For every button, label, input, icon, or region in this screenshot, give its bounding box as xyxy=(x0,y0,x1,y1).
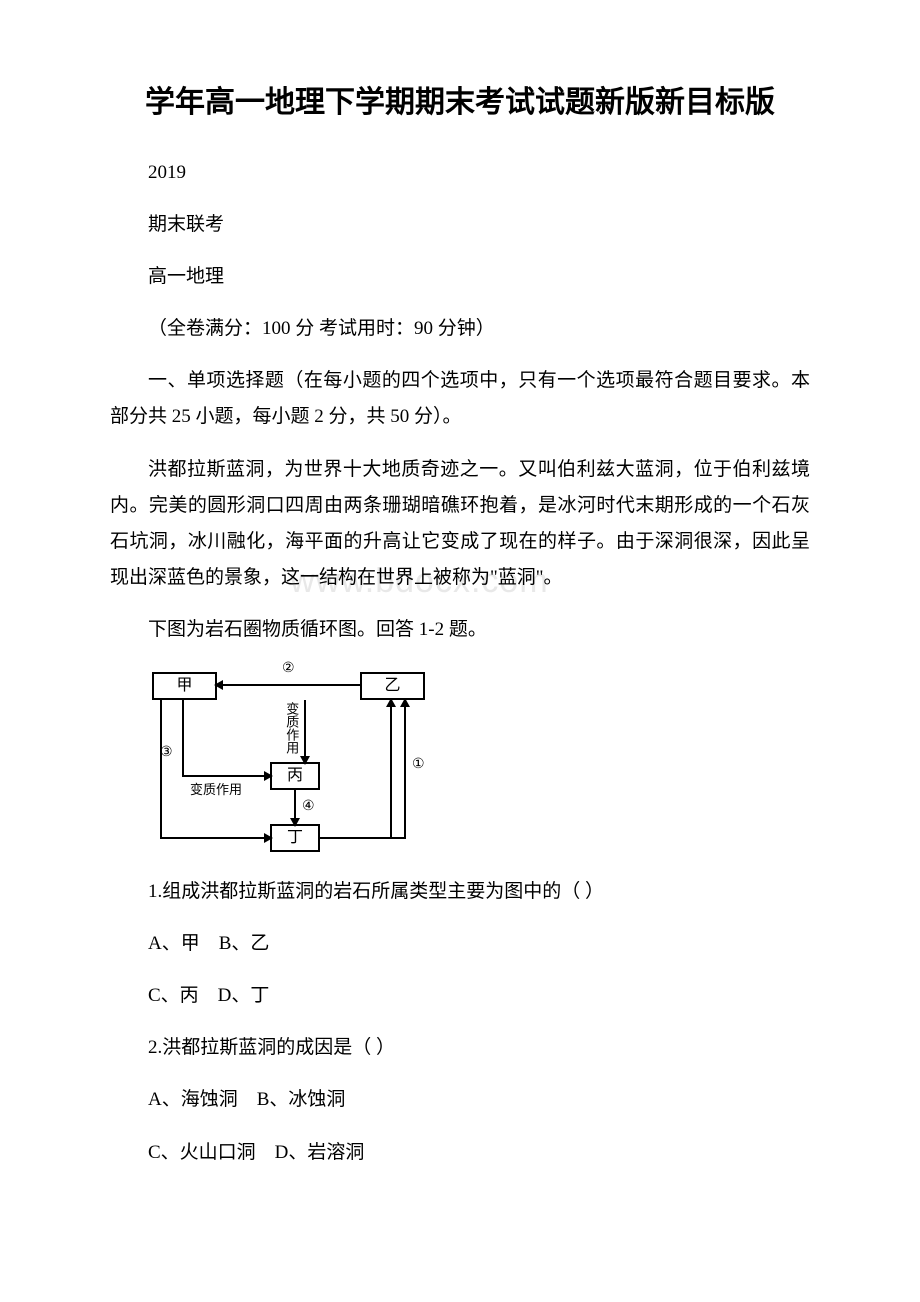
rock-cycle-diagram: 甲 乙 丙 丁 ② 变质作用 变质作用 ③ xyxy=(142,664,810,854)
edge-right-inner xyxy=(390,700,392,838)
subtitle-2: 高一地理 xyxy=(110,259,810,295)
edge-jia-down xyxy=(182,700,184,775)
section-heading: 一、单项选择题（在每小题的四个选项中，只有一个选项最符合题目要求。本部分共 25… xyxy=(110,363,810,435)
q2-options-1: A、海蚀洞 B、冰蚀洞 xyxy=(110,1082,810,1118)
node-yi: 乙 xyxy=(360,672,425,700)
arrow-jia-bing xyxy=(264,771,273,781)
arrow-2 xyxy=(214,680,223,690)
edge-right-outer xyxy=(404,700,406,838)
arrow-yi-bing xyxy=(300,756,310,765)
year-line: 2019 xyxy=(110,155,810,191)
arrow-left-ding xyxy=(264,833,273,843)
arrow-bing-ding xyxy=(290,818,300,827)
edge-yi-bing xyxy=(304,700,306,762)
node-bing: 丙 xyxy=(270,762,320,790)
label-2: ② xyxy=(282,660,295,677)
edge-2 xyxy=(217,684,360,686)
label-4: ④ xyxy=(302,798,315,815)
q1-stem: 1.组成洪都拉斯蓝洞的岩石所属类型主要为图中的（ ） xyxy=(110,874,810,910)
edge-jia-bing-h xyxy=(182,775,270,777)
label-yi-bing: 变质作用 xyxy=(284,702,298,754)
node-jia: 甲 xyxy=(152,672,217,700)
passage-2: 下图为岩石圈物质循环图。回答 1-2 题。 xyxy=(110,612,810,648)
q2-stem: 2.洪都拉斯蓝洞的成因是（ ） xyxy=(110,1030,810,1066)
label-1: ① xyxy=(412,756,425,773)
node-ding: 丁 xyxy=(270,824,320,852)
arrow-right-inner xyxy=(386,698,396,707)
label-jia-bing: 变质作用 xyxy=(190,779,242,798)
passage-1: 洪都拉斯蓝洞，为世界十大地质奇迹之一。又叫伯利兹大蓝洞，位于伯利兹境内。完美的圆… xyxy=(110,452,810,596)
arrow-right-outer xyxy=(400,698,410,707)
q1-options-2: C、丙 D、丁 xyxy=(110,978,810,1014)
q2-options-2: C、火山口洞 D、岩溶洞 xyxy=(110,1135,810,1171)
document-body: 学年高一地理下学期期末考试试题新版新目标版 2019 期末联考 高一地理 （全卷… xyxy=(110,80,810,1171)
q1-options-1: A、甲 B、乙 xyxy=(110,926,810,962)
page-title: 学年高一地理下学期期末考试试题新版新目标版 xyxy=(110,80,810,125)
edge-ding-right-h xyxy=(320,837,406,839)
edge-left-outer xyxy=(160,700,162,837)
edge-left-to-ding xyxy=(160,837,270,839)
exam-info: （全卷满分：100 分 考试用时：90 分钟） xyxy=(110,311,810,347)
subtitle-1: 期末联考 xyxy=(110,207,810,243)
